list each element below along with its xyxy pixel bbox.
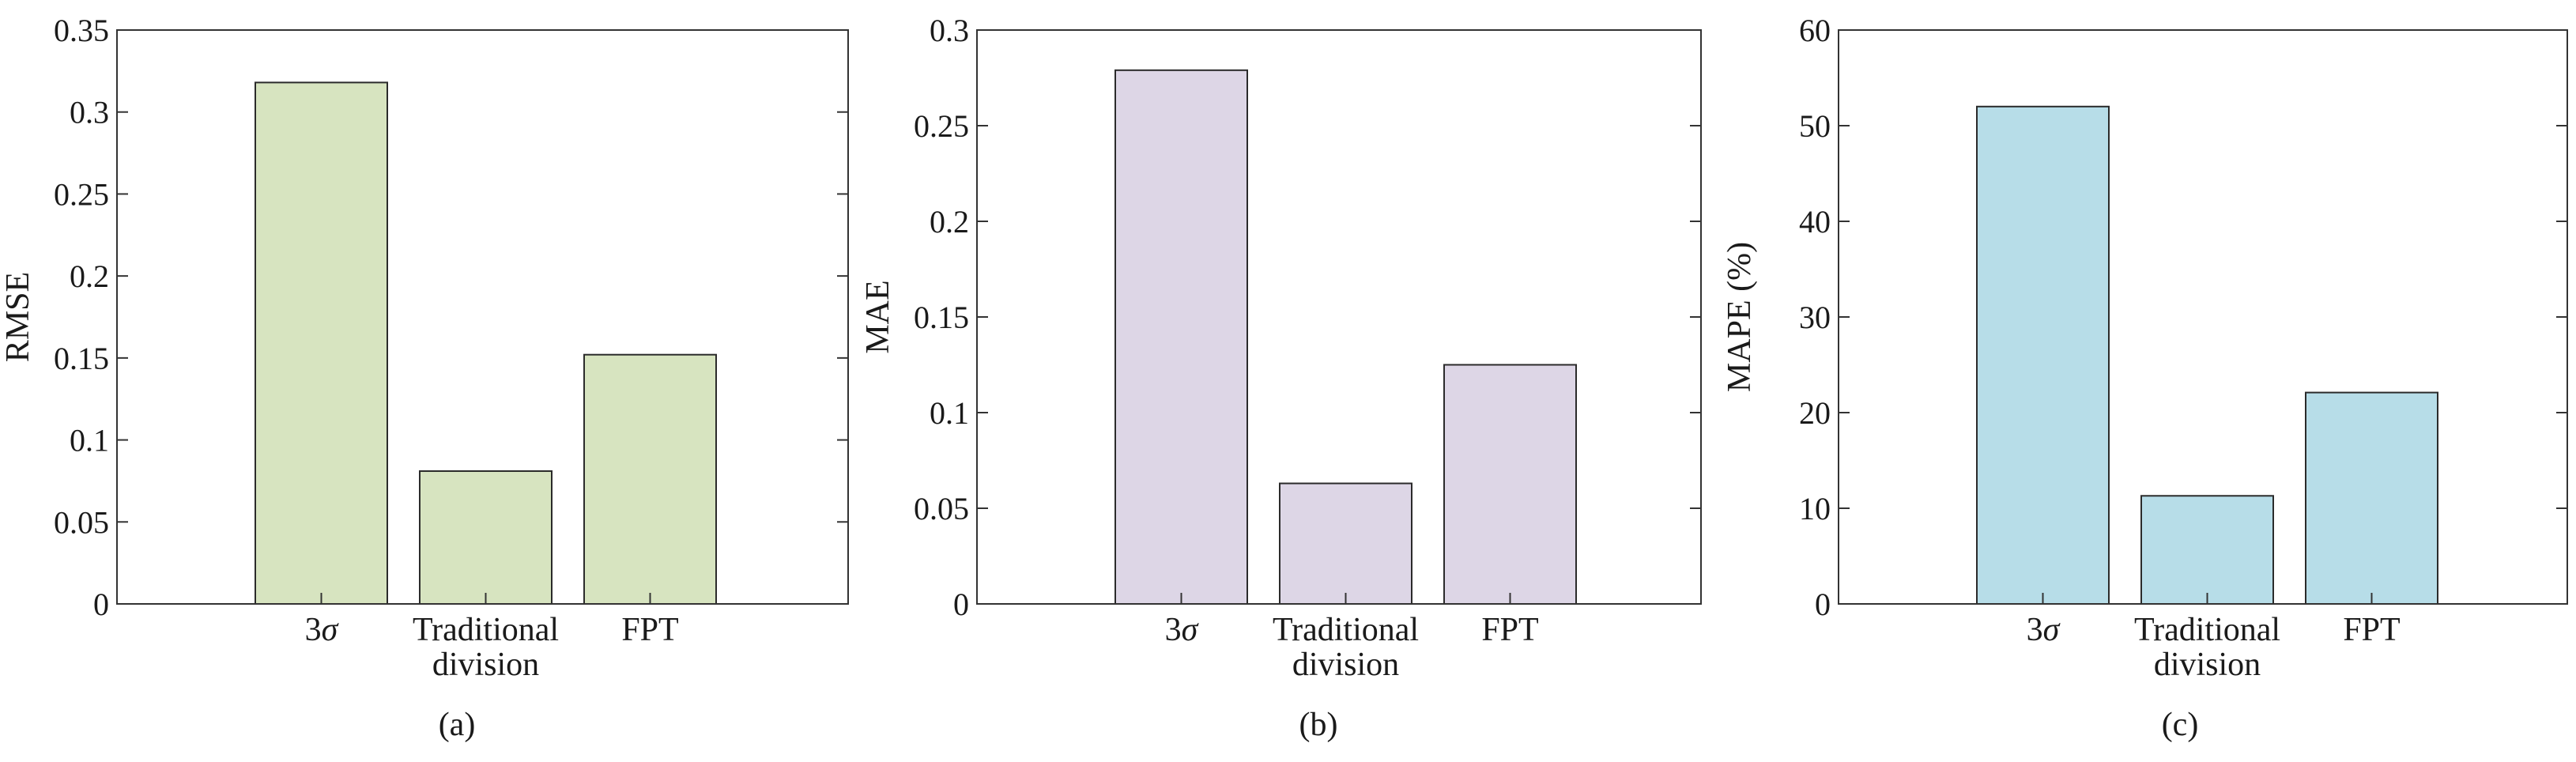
bar-3 <box>583 353 717 605</box>
y-tick-label: 0.3 <box>70 95 109 130</box>
y-tick-label: 0.2 <box>70 258 109 294</box>
x-tick-label: 3σ <box>305 612 340 648</box>
y-tick-label: 0.35 <box>54 13 109 48</box>
y-axis-label: MAE <box>860 280 896 353</box>
x-tick-label: 3σ <box>1165 612 1200 648</box>
y-tick-label: 0.1 <box>930 395 969 431</box>
x-tick-label: 3σ <box>2027 612 2061 648</box>
y-tick-label: 30 <box>1799 300 1831 335</box>
x-tick-label: division <box>1292 647 1399 683</box>
y-tick-label: 0 <box>953 587 969 622</box>
panel-caption: (c) <box>2162 707 2199 743</box>
y-tick-label: 10 <box>1799 491 1831 526</box>
x-tick-label: Traditional <box>1273 612 1419 648</box>
panel-caption: (b) <box>1299 707 1338 743</box>
y-tick-label: 0 <box>93 587 109 622</box>
y-tick-label: 40 <box>1799 204 1831 240</box>
y-axis-label: RMSE <box>0 272 36 362</box>
y-tick-label: 20 <box>1799 395 1831 431</box>
bar-2 <box>419 470 553 605</box>
y-tick-label: 0.3 <box>930 13 969 48</box>
bar-2 <box>2140 495 2274 605</box>
y-tick-label: 0.2 <box>930 204 969 240</box>
x-tick-label: Traditional <box>413 612 559 648</box>
y-tick-label: 0.25 <box>54 176 109 212</box>
x-tick-label: FPT <box>621 612 678 648</box>
bar-1 <box>1976 105 2110 605</box>
bar-1 <box>255 81 388 605</box>
panel-caption: (a) <box>439 707 476 743</box>
bar-2 <box>1279 482 1412 605</box>
plot-frame <box>116 29 849 605</box>
panel-a: 0 0.05 0.1 0.15 0.2 0.25 0.3 0.35 3σ Traditionald… <box>0 13 849 743</box>
x-tick-label: division <box>2154 647 2261 683</box>
bar-3 <box>1443 364 1577 605</box>
bar-3 <box>2305 391 2438 605</box>
y-tick-label: 50 <box>1799 108 1831 144</box>
x-tick-label: FPT <box>2343 612 2400 648</box>
y-tick-label: 0.25 <box>914 108 969 144</box>
y-tick-label: 0.05 <box>914 491 969 526</box>
y-tick-label: 0.1 <box>70 423 109 458</box>
x-tick-label: division <box>432 647 539 683</box>
y-tick-label: 0.15 <box>54 341 109 376</box>
y-tick-label: 60 <box>1799 13 1831 48</box>
y-axis-label: MAPE (%) <box>1722 242 1758 392</box>
y-tick-label: 0.05 <box>54 504 109 540</box>
x-tick-label: FPT <box>1481 612 1538 648</box>
panel-b: 0 0.05 0.1 0.15 0.2 0.25 0.3 3σ Traditionaldivis… <box>860 13 1702 743</box>
x-tick-label: Traditional <box>2134 612 2280 648</box>
y-tick-label: 0 <box>1815 587 1831 622</box>
bar-1 <box>1115 69 1248 605</box>
y-tick-label: 0.15 <box>914 300 969 335</box>
